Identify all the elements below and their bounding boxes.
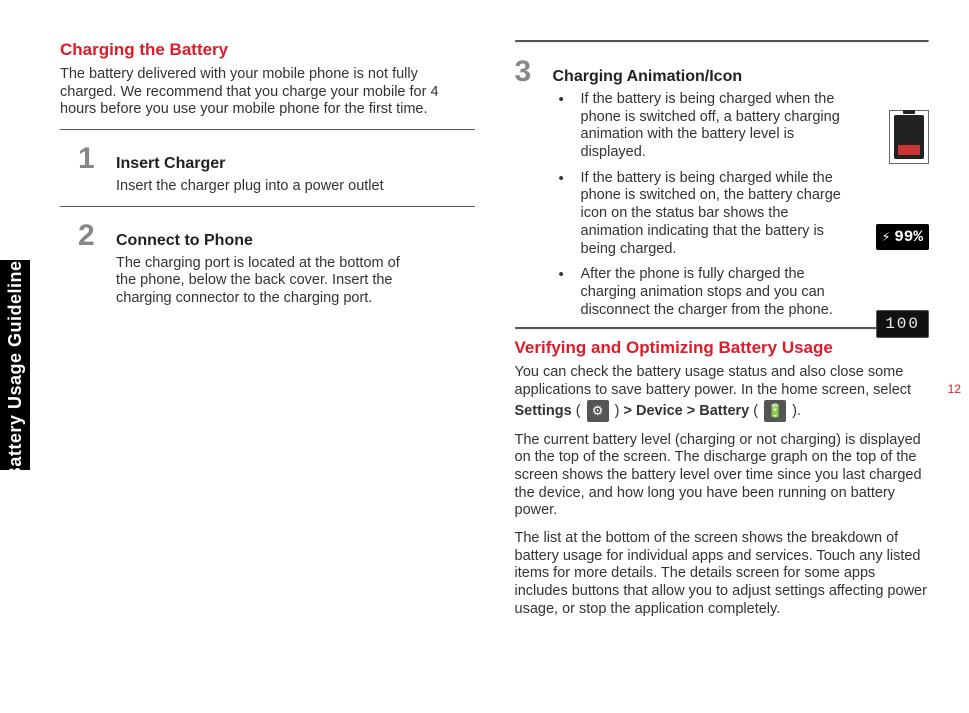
step-3-title: Charging Animation/Icon — [553, 68, 743, 86]
step-1-title: Insert Charger — [116, 155, 225, 173]
verify-p1-path: > Device > Battery — [623, 402, 749, 418]
step-3-head: 3 Charging Animation/Icon — [515, 57, 930, 87]
verify-p1-g: ). — [788, 402, 801, 418]
columns: Charging the Battery The battery deliver… — [60, 40, 929, 673]
verify-p2: The current battery level (charging or n… — [515, 432, 930, 520]
lightning-icon: ⚡ — [882, 229, 890, 246]
verify-p1-settings: Settings — [515, 402, 572, 418]
step-2-head: 2 Connect to Phone — [78, 221, 475, 251]
rule — [60, 206, 475, 207]
step-2-number: 2 — [78, 221, 102, 251]
status-bar-charging-icon: ⚡ 99% — [876, 224, 929, 250]
verify-heading: Verifying and Optimizing Battery Usage — [515, 338, 930, 358]
battery-shape-icon — [894, 115, 924, 159]
right-icons: ⚡ 99% 100 — [859, 110, 929, 338]
battery-icon: 🔋 — [764, 400, 786, 422]
step-2: 2 Connect to Phone The charging port is … — [60, 221, 475, 308]
step-2-title: Connect to Phone — [116, 232, 253, 250]
right-bottom: Verifying and Optimizing Battery Usage Y… — [515, 338, 930, 618]
verify-p3: The list at the bottom of the screen sho… — [515, 530, 930, 618]
step-3-bullet-2: If the battery is being charged while th… — [553, 170, 850, 258]
step-2-body: The charging port is located at the bott… — [116, 255, 416, 308]
step-3-number: 3 — [515, 57, 539, 87]
step-1: 1 Insert Charger Insert the charger plug… — [60, 144, 475, 196]
charging-intro: The battery delivered with your mobile p… — [60, 66, 475, 119]
verify-p1-c: ( — [572, 402, 585, 418]
side-tab: Battery Usage Guidelines — [0, 260, 30, 470]
verify-p1-f: ( — [749, 402, 762, 418]
step-1-body: Insert the charger plug into a power out… — [116, 178, 416, 196]
left-column: Charging the Battery The battery deliver… — [60, 40, 475, 673]
battery-animation-icon — [889, 110, 929, 164]
status-99-label: 99% — [894, 228, 923, 246]
status-full-icon: 100 — [876, 310, 929, 338]
right-column: 3 Charging Animation/Icon If the battery… — [515, 40, 930, 673]
rule — [60, 129, 475, 130]
page-number: 12 — [948, 382, 961, 396]
rule — [515, 40, 930, 43]
charging-heading: Charging the Battery — [60, 40, 475, 60]
step-1-head: 1 Insert Charger — [78, 144, 475, 174]
side-tab-label: Battery Usage Guidelines — [5, 250, 26, 480]
step-3-bullet-1: If the battery is being charged when the… — [553, 91, 850, 162]
verify-p1-d: ) — [611, 402, 624, 418]
step-1-number: 1 — [78, 144, 102, 174]
page-root: Battery Usage Guidelines 12 Charging the… — [0, 0, 969, 713]
settings-icon: ⚙ — [587, 400, 609, 422]
step-3-bullet-3: After the phone is fully charged the cha… — [553, 266, 850, 319]
verify-p1: You can check the battery usage status a… — [515, 364, 930, 421]
verify-p1-a: You can check the battery usage status a… — [515, 364, 912, 398]
